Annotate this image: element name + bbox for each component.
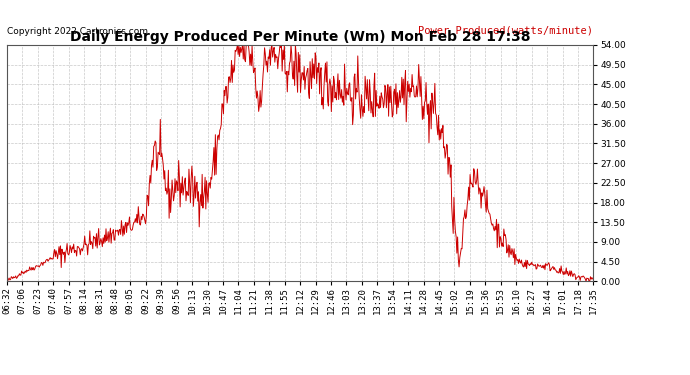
Text: Copyright 2022 Cartronics.com: Copyright 2022 Cartronics.com (7, 27, 148, 36)
Text: Power Produced(watts/minute): Power Produced(watts/minute) (418, 26, 593, 36)
Title: Daily Energy Produced Per Minute (Wm) Mon Feb 28 17:38: Daily Energy Produced Per Minute (Wm) Mo… (70, 30, 531, 44)
